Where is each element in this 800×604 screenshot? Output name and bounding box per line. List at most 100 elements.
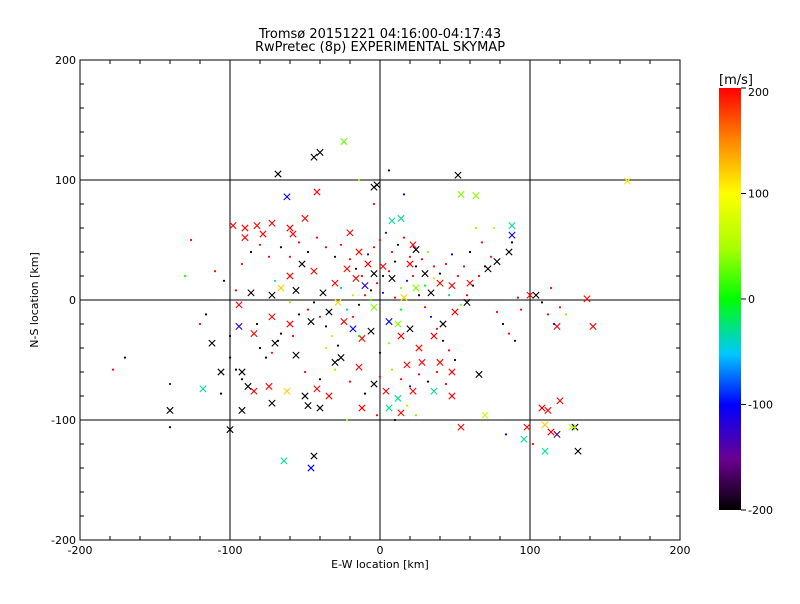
data-point-dot (480, 241, 484, 244)
data-point-dot (333, 368, 337, 371)
data-point-dot (453, 358, 457, 362)
data-point-dot (408, 385, 412, 388)
data-point-dot (423, 284, 427, 287)
data-point-cross (358, 404, 366, 412)
y-tick-label: 0 (69, 294, 76, 307)
data-point-cross (589, 322, 597, 330)
data-point-cross (286, 272, 294, 280)
data-point-dot (306, 250, 310, 254)
data-point-cross (412, 246, 420, 254)
data-point-dot (324, 346, 328, 350)
data-point-dot (369, 289, 373, 292)
data-point-cross (583, 295, 591, 303)
data-point-dot (393, 260, 397, 263)
data-point-cross (292, 286, 300, 294)
data-point-cross (623, 177, 632, 185)
data-point-cross (427, 289, 435, 297)
data-point-cross (316, 148, 324, 156)
data-point-cross (274, 170, 282, 178)
data-point-dot (228, 334, 232, 338)
x-tick-label: -100 (218, 544, 243, 557)
data-point-dot (324, 325, 328, 328)
data-point-dot (444, 262, 448, 266)
data-point-dot (558, 306, 562, 309)
data-point-cross (448, 282, 456, 290)
data-point-dot (111, 368, 115, 371)
data-point-cross (331, 358, 339, 366)
data-point-cross (310, 452, 318, 460)
data-point-cross (400, 294, 408, 302)
data-point-dot (336, 344, 340, 347)
data-point-dot (228, 356, 232, 359)
data-point-dot (318, 378, 322, 381)
data-point-dot (168, 382, 172, 386)
data-point-dot (291, 334, 295, 338)
data-point-dot (513, 339, 517, 342)
data-point-cross (166, 406, 174, 414)
data-point-dot (462, 265, 466, 268)
data-point-dot (378, 375, 382, 378)
y-tick-label: -200 (51, 534, 76, 547)
data-point-cross (289, 230, 297, 238)
data-point-cross (301, 392, 309, 400)
data-point-cross (337, 354, 345, 362)
data-point-dot (288, 255, 292, 258)
data-point-cross (286, 224, 294, 232)
data-point-dot (264, 356, 268, 359)
data-point-cross (265, 382, 273, 390)
data-point-cross (430, 332, 438, 340)
x-tick-label: 100 (520, 544, 541, 557)
data-point-cross (199, 385, 207, 393)
data-point-dot (312, 301, 316, 304)
data-point-cross (283, 193, 291, 201)
colorbar-tick-label: 200 (748, 86, 769, 99)
data-points (111, 138, 632, 472)
data-point-dot (393, 296, 397, 299)
data-point-cross (313, 385, 321, 393)
data-point-cross (319, 289, 327, 297)
data-point-cross (277, 284, 285, 292)
data-point-dot (450, 253, 454, 256)
data-point-cross (325, 392, 333, 400)
data-point-dot (471, 284, 475, 287)
data-point-dot (399, 378, 403, 381)
data-point-dot (414, 414, 418, 417)
data-point-cross (568, 423, 576, 431)
data-point-dot (351, 294, 355, 297)
data-point-cross (250, 387, 258, 395)
data-point-dot (390, 250, 394, 254)
data-point-cross (409, 241, 417, 249)
y-tick-label: -100 (51, 414, 76, 427)
data-point-dot (408, 255, 412, 258)
colorbar-tick-label: -200 (748, 504, 773, 517)
data-point-cross (247, 289, 255, 297)
data-point-dot (357, 178, 361, 182)
data-point-cross (439, 320, 447, 328)
data-point-dot (189, 238, 193, 242)
data-point-cross (406, 260, 414, 268)
data-point-dot (411, 274, 415, 278)
data-point-dot (405, 279, 409, 282)
data-point-cross (436, 358, 444, 366)
data-point-cross (316, 404, 324, 412)
data-point-dot (297, 241, 301, 244)
data-point-dot (417, 373, 421, 376)
data-point-cross (310, 153, 318, 161)
data-point-dot (360, 274, 364, 278)
data-point-cross (397, 332, 405, 340)
colorbar-ticks: 200 100 0 -100 -200 (741, 86, 773, 517)
data-point-cross (409, 387, 417, 395)
data-point-dot (270, 351, 274, 354)
data-point-cross (370, 380, 378, 388)
data-point-dot (495, 310, 499, 314)
data-point-cross (385, 318, 393, 326)
data-point-dot (573, 426, 577, 429)
data-point-dot (255, 322, 259, 326)
data-point-dot (432, 277, 436, 280)
data-point-dot (345, 308, 349, 311)
data-point-cross (436, 279, 444, 287)
data-point-dot (429, 315, 433, 318)
data-point-dot (378, 351, 382, 354)
data-point-dot (540, 301, 544, 304)
data-point-dot (426, 380, 430, 383)
